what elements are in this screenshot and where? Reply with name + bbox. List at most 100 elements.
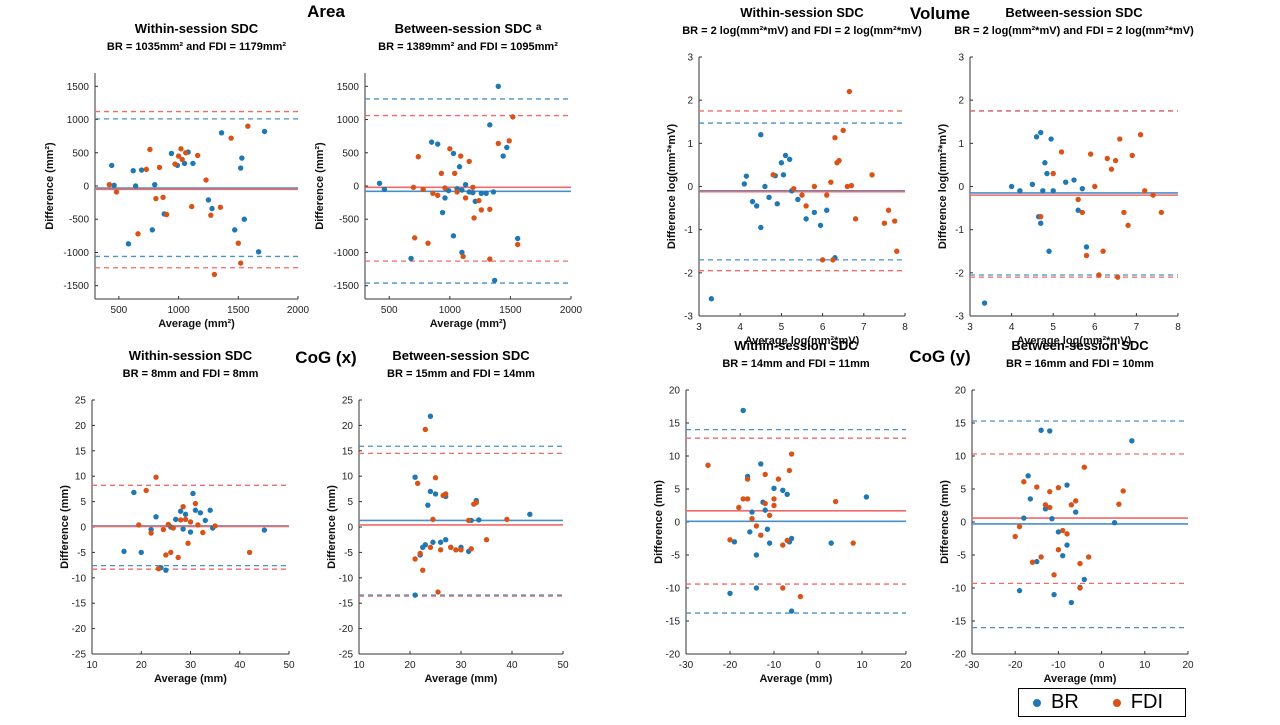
fdi-point [476,197,482,204]
fdi-point [237,260,244,266]
fdi-point [1108,166,1115,172]
x-tick-label: 50 [283,660,295,671]
fdi-point [170,525,176,531]
fdi-point [211,271,218,278]
br-point [462,181,469,188]
y-tick-label: -1000 [63,248,89,259]
br-point [500,153,506,159]
br-point [981,300,988,306]
br-point [527,511,533,517]
legend-item-br: BR [1033,691,1079,714]
fdi-point [153,195,159,202]
fdi-point [1050,170,1056,177]
fdi-point [1047,504,1053,511]
br-point [780,487,786,494]
x-tick-label: 0 [1099,660,1105,671]
br-point [422,542,428,548]
y-tick-label: 5 [674,485,680,496]
x-axis-label: Average log(mm²*mV) [1017,335,1132,347]
fdi-point [422,426,428,433]
fdi-point [135,231,141,237]
fdi-point [435,192,441,199]
br-point [1038,129,1044,136]
br-point [207,507,213,513]
br-point [743,173,750,179]
y-tick-label: 1 [687,139,693,150]
y-tick-label: 0 [960,518,966,529]
fdi-point [182,516,189,523]
br-point [177,508,184,514]
x-axis-label: Average (mm) [154,673,227,685]
br-point [173,516,179,523]
x-tick-label: 6 [1092,322,1098,333]
fdi-point [160,194,166,200]
fdi-point [147,146,153,153]
y-tick-label: 500 [72,148,89,159]
x-tick-label: 10 [1139,660,1151,671]
fdi-point [435,589,441,595]
fdi-point [487,206,493,212]
fdi-point [1092,183,1098,190]
fdi-point [228,135,234,141]
fdi-point [1016,523,1023,530]
br-point [1064,542,1070,548]
y-tick-label: 1000 [337,115,360,126]
y-tick-label: -5 [77,548,86,559]
br-point [1017,188,1023,194]
br-point [187,529,194,535]
br-point [149,227,156,233]
x-tick-label: 7 [1134,322,1140,333]
y-tick-label: -15 [339,599,354,610]
chart-cogy-between: Between-session SDC BR = 16mm and FDI = 1… [939,338,1194,685]
x-tick-label: 7 [861,322,867,333]
x-tick-label: 20 [136,660,148,671]
fdi-point [1058,149,1065,155]
fdi-point [1077,560,1083,567]
fdi-point [458,547,464,553]
fdi-point [840,127,846,134]
x-tick-label: 40 [234,660,246,671]
x-tick-label: 1000 [167,305,190,316]
fdi-point [1142,188,1148,194]
panel-subtitle: BR = 1389mm² and FDI = 1095mm² [378,41,558,53]
fdi-point [504,516,510,523]
panel-subtitle: BR = 16mm and FDI = 10mm [1006,358,1154,370]
br-point [261,527,268,533]
fdi-point [850,540,856,546]
br-point [459,187,465,193]
section-title-volume: Volume [910,4,970,23]
x-tick-label: -10 [767,660,782,671]
fdi-point [1068,502,1075,508]
br-point [381,186,388,193]
br-point [132,183,139,189]
br-point [1079,185,1086,192]
y-axis-label: Difference (mm) [939,480,951,564]
br-point [811,209,818,216]
y-tick-label: -10 [72,573,87,584]
br-point [450,150,457,157]
br-point [1111,519,1118,526]
panel-title: Between-session SDC [1011,338,1149,353]
fdi-point [175,554,181,561]
y-tick-label: 0 [347,523,353,534]
br-point [1072,509,1079,515]
panel-subtitle: BR = 8mm and FDI = 8mm [123,368,259,380]
fdi-point [786,467,793,474]
chart-area-within: Within-session SDC BR = 1035mm² and FDI =… [44,21,310,330]
br-point [376,180,383,187]
br-point [504,144,510,151]
fdi-point [411,235,418,241]
fdi-point [458,153,464,159]
fdi-point [775,476,782,482]
x-tick-label: 6 [820,322,826,333]
chart-cogy-within: Within-session SDC BR = 14mm and FDI = 11… [653,338,912,685]
y-tick-label: -10 [952,584,967,595]
fdi-point [727,537,733,543]
br-point [1129,438,1135,444]
section-title-cogx: CoG (x) [295,348,356,367]
fdi-point [212,523,218,529]
fdi-point [189,203,195,210]
x-tick-label: -30 [679,660,694,671]
y-tick-label: -20 [72,624,87,635]
br-point [753,203,760,209]
